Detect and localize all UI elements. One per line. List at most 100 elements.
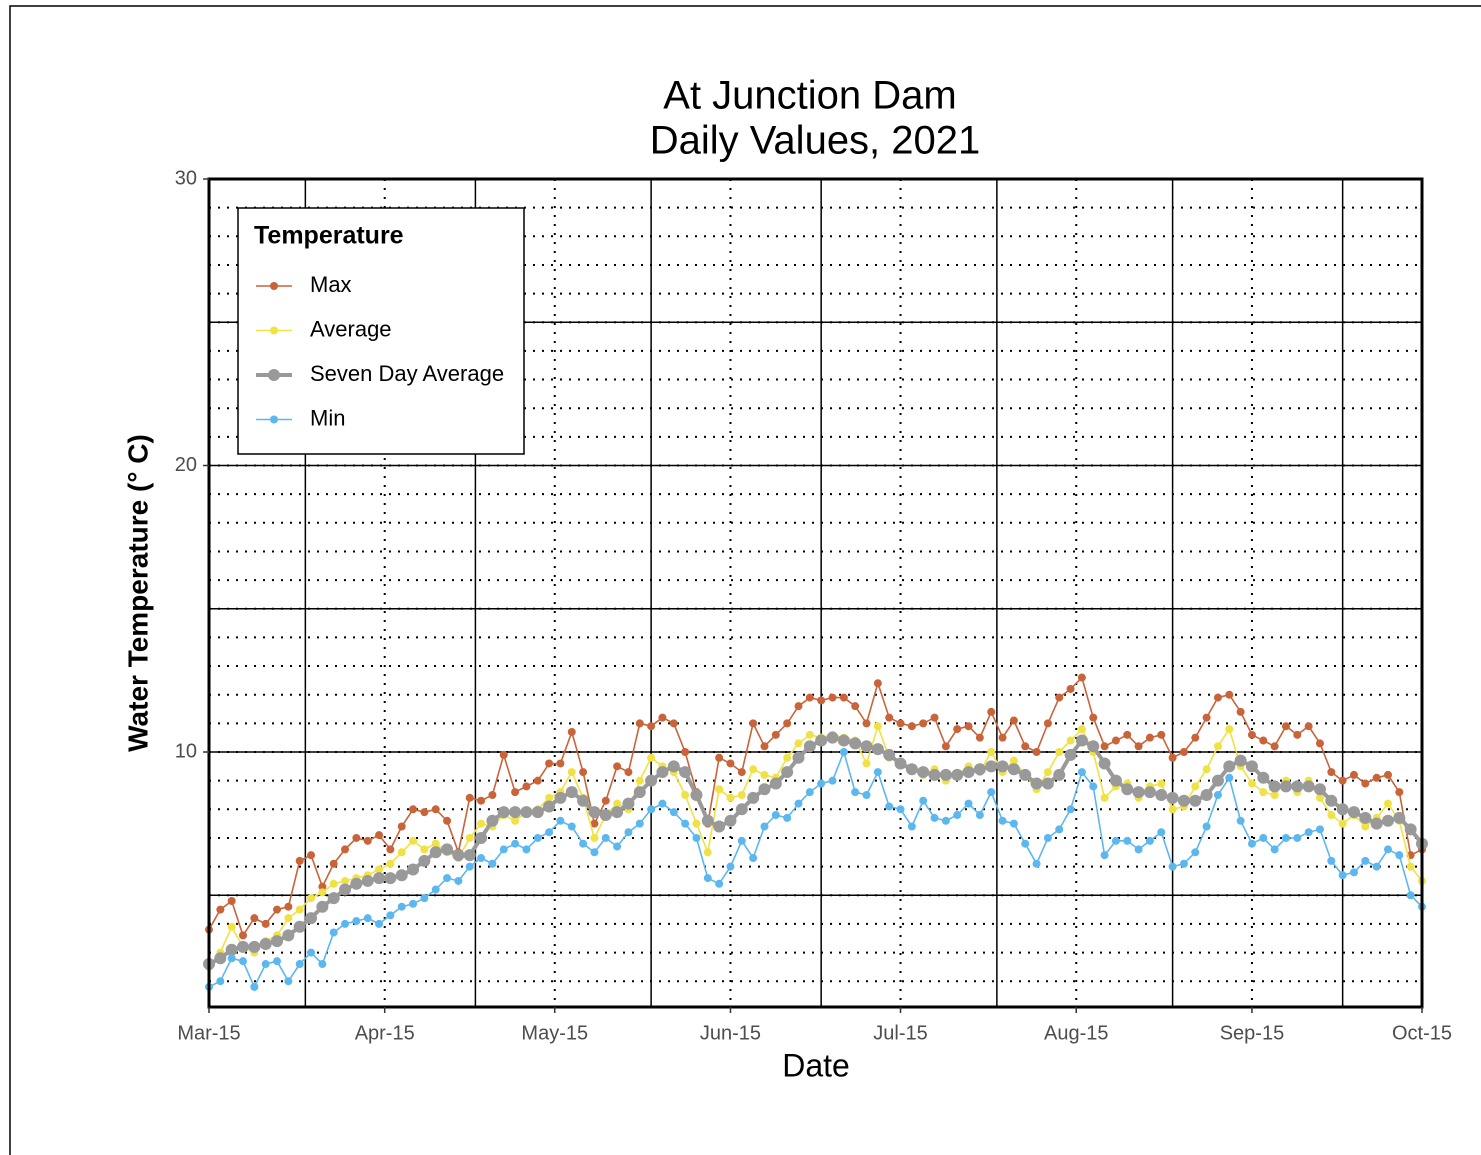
data-point [452,849,465,862]
data-point [329,879,338,888]
data-point [1223,760,1236,773]
data-point [341,845,350,854]
data-point [295,960,304,969]
data-point [420,845,429,854]
data-point [477,819,486,828]
data-point [1077,673,1086,682]
plot-area [203,178,1428,1007]
data-point [225,943,238,956]
data-point [669,719,678,728]
data-point [1302,780,1315,793]
data-point [261,919,270,928]
data-point [295,856,304,865]
data-point [783,813,792,822]
data-point [307,851,316,860]
data-point [930,813,939,822]
data-point [295,905,304,914]
data-point [601,833,610,842]
data-point [1281,833,1290,842]
data-point [885,713,894,722]
data-point [873,679,882,688]
data-point [987,748,996,757]
data-point [658,799,667,808]
data-point [987,788,996,797]
legend-label: Max [310,272,352,297]
data-point [828,693,837,702]
data-point [599,809,612,822]
data-point [511,788,520,797]
data-point [1257,771,1270,784]
y-tick-label: 30 [175,167,197,189]
data-point [953,811,962,820]
data-point [726,759,735,768]
data-point [567,727,576,736]
data-point [862,790,871,799]
data-point [1349,868,1358,877]
data-point [1247,730,1256,739]
data-point [1089,713,1098,722]
data-point [488,790,497,799]
data-point [477,854,486,863]
data-point [803,740,816,753]
data-point [715,753,724,762]
data-point [511,816,520,825]
data-point [1259,736,1268,745]
data-point [214,952,227,965]
data-point [1268,780,1281,793]
data-point [1191,733,1200,742]
data-point [907,722,916,731]
data-point [282,929,295,942]
data-point [511,839,520,848]
data-point [760,822,769,831]
legend-label: Min [310,405,345,430]
data-point [1359,811,1372,824]
y-axis-label: Water Temperature (° C) [122,434,153,752]
data-point [259,937,272,950]
data-point [1100,793,1109,802]
data-point [690,788,703,801]
data-point [703,848,712,857]
data-point [1168,805,1177,814]
data-point [939,768,952,781]
data-point [964,799,973,808]
legend-marker [270,415,278,424]
data-point [737,790,746,799]
data-point [1361,856,1370,865]
data-point [1383,799,1392,808]
data-point [769,777,782,790]
data-point [227,896,236,905]
data-point [1270,845,1279,854]
data-point [1247,839,1256,848]
data-point [418,854,431,867]
data-point [985,760,998,773]
data-point [248,940,261,953]
data-point [1021,742,1030,751]
data-point [1383,770,1392,779]
data-point [1157,779,1166,788]
data-point [1279,780,1292,793]
data-point [1066,805,1075,814]
data-point [1202,713,1211,722]
data-point [1043,833,1052,842]
data-point [1304,722,1313,731]
data-point [577,794,590,807]
data-point [1089,782,1098,791]
data-point [1213,742,1222,751]
data-point [1132,786,1145,799]
data-point [250,914,259,923]
data-point [815,734,828,747]
data-point [953,725,962,734]
x-tick-label: Sep-15 [1220,1022,1285,1044]
data-point [307,948,316,957]
data-point [1404,823,1417,836]
data-point [860,740,873,753]
data-point [1395,788,1404,797]
data-point [386,845,395,854]
data-point [407,863,420,876]
data-point [239,931,248,940]
data-point [318,888,327,897]
data-point [851,788,860,797]
data-point [1075,734,1088,747]
data-point [1168,753,1177,762]
data-point [1225,690,1234,699]
